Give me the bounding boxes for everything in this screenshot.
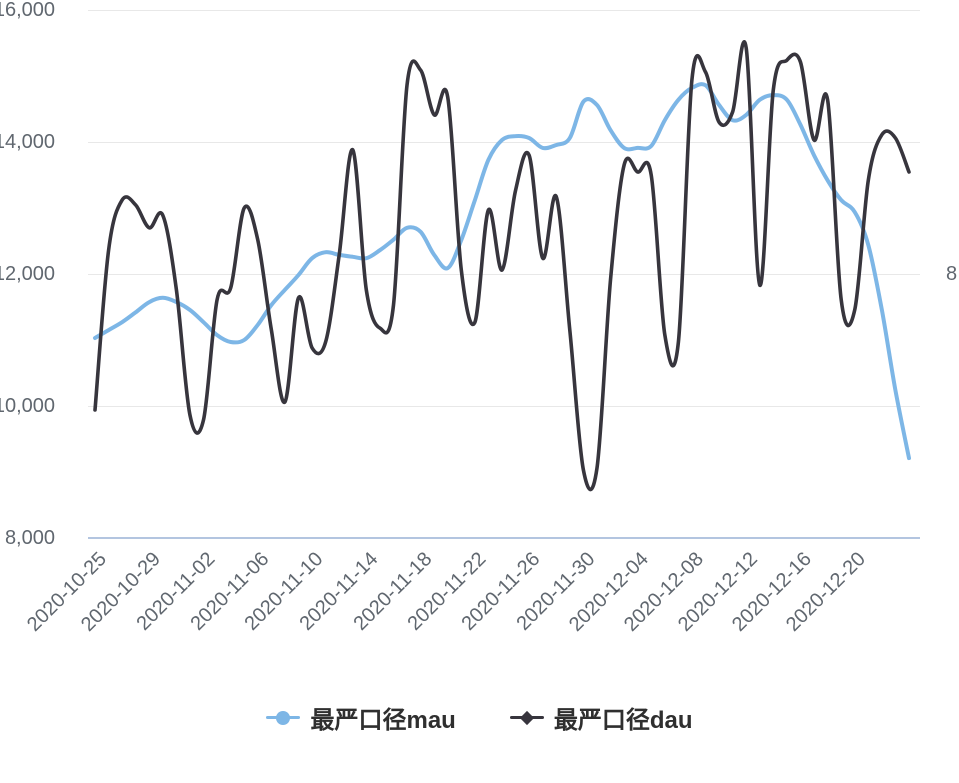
gridline bbox=[88, 274, 920, 275]
legend-item-dau[interactable]: 最严口径dau bbox=[509, 700, 693, 735]
gridline bbox=[88, 142, 920, 143]
legend-item-mau[interactable]: 最严口径mau bbox=[266, 700, 456, 735]
legend-label: 最严口径dau bbox=[553, 707, 693, 734]
series-line-mau bbox=[93, 82, 911, 461]
y-axis-label: 10,000 bbox=[0, 395, 55, 417]
y-axis-label: 12,000 bbox=[0, 263, 55, 285]
chart-legend: 最严口径mau 最严口径dau bbox=[0, 700, 959, 735]
gridline bbox=[88, 406, 920, 407]
legend-circle-icon bbox=[266, 710, 301, 725]
legend-diamond-icon bbox=[509, 710, 544, 725]
y-axis-label: 8,000 bbox=[4, 527, 55, 549]
y-axis-right-label: 8 bbox=[946, 263, 958, 285]
series-line-dau bbox=[93, 40, 911, 492]
gridline bbox=[88, 10, 920, 11]
legend-label: 最严口径mau bbox=[310, 707, 456, 734]
x-axis-line bbox=[88, 537, 920, 539]
y-axis-label: 16,000 bbox=[0, 0, 55, 21]
y-axis-label: 14,000 bbox=[0, 131, 55, 153]
